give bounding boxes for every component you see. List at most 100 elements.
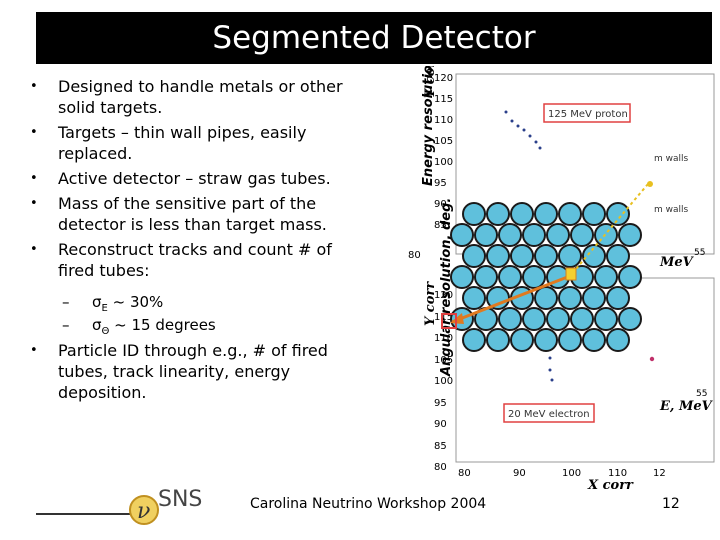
bullet-dot: • — [30, 171, 38, 186]
straw-tube — [558, 286, 582, 310]
top-right-value: 55 — [694, 248, 705, 258]
straw-tube — [570, 307, 594, 331]
start-marker — [647, 181, 653, 187]
straw-tube — [582, 328, 606, 352]
straw-tube — [594, 265, 618, 289]
x-axis-label: X corr — [587, 478, 634, 490]
straw-tube — [582, 286, 606, 310]
tick-label: 115 — [434, 312, 453, 323]
sub-bullet-text: σΘ ~ 15 degrees — [92, 315, 216, 342]
straw-tube — [510, 244, 534, 268]
angular-resolution-label: Angular resolution, deg. — [439, 198, 454, 377]
tick-label: 105 — [434, 136, 453, 147]
tick-label: 90 — [434, 199, 447, 210]
tick-label: 95 — [434, 178, 447, 189]
proton-label-box — [543, 103, 631, 123]
bullet-item: • Active detector – straw gas tubes. — [26, 168, 366, 189]
straw-tube — [450, 265, 474, 289]
bullet-dot: • — [30, 79, 38, 94]
bullet-item: • Particle ID through e.g., # of fired tu… — [26, 340, 366, 403]
straw-tube — [558, 328, 582, 352]
bullet-list: • Designed to handle metals or other soli… — [26, 76, 366, 285]
straw-tube — [498, 223, 522, 247]
tick-label: 80 — [434, 462, 447, 473]
energy-resolution-label: Energy resolution, % — [421, 66, 436, 186]
sub-bullet-dash: – — [62, 316, 70, 334]
walls-label: m walls — [654, 154, 689, 164]
walls-label: m walls — [654, 205, 689, 215]
subscript: Θ — [101, 326, 110, 337]
straw-tube — [486, 244, 510, 268]
sub-bullet-dash: – — [62, 293, 70, 311]
bullet-dot: • — [30, 242, 38, 257]
tick-label: 85 — [434, 441, 447, 452]
straw-tube — [558, 244, 582, 268]
straw-tube — [510, 328, 534, 352]
title-bar: Segmented Detector — [36, 12, 712, 64]
straw-tube — [498, 265, 522, 289]
straw-tube — [474, 265, 498, 289]
electron-label: 20 MeV electron — [508, 409, 590, 420]
tick-label: 120 — [434, 290, 453, 301]
tick-label: 100 — [562, 468, 581, 479]
straw-tube — [522, 223, 546, 247]
straw-tube — [606, 286, 630, 310]
photon-dashed-track — [569, 183, 649, 277]
straw-tube — [570, 223, 594, 247]
bottom-y-axis-label: Y corr — [423, 281, 438, 326]
straw-tube — [510, 202, 534, 226]
tick-label: 85 — [434, 220, 447, 231]
tick-label: 110 — [434, 115, 453, 126]
bullet-text: Reconstruct tracks and count # of fired … — [58, 240, 332, 280]
straw-tube — [534, 244, 558, 268]
straw-tube — [558, 202, 582, 226]
sub-bullet-energy: – σE ~ 30% — [62, 292, 352, 314]
endpoint-marker — [441, 313, 457, 329]
straw-tube — [606, 202, 630, 226]
straw-tube — [486, 328, 510, 352]
detector-figure: Energy resolution, % Y corr 120 115 110 … — [408, 66, 715, 490]
straw-tube — [618, 307, 642, 331]
tick-label: 80 — [458, 468, 471, 479]
sigma-symbol: σ — [92, 316, 102, 334]
logo-nu-glyph: ν — [137, 499, 150, 524]
straw-tube — [462, 328, 486, 352]
tick-label: 100 — [434, 157, 453, 168]
top-ticks: 120 115 110 105 100 95 90 85 — [434, 73, 453, 231]
straw-tube-array — [450, 202, 642, 352]
top-right-axis-label: MeV — [659, 255, 695, 270]
straw-tube — [462, 244, 486, 268]
tick-label: 90 — [513, 468, 526, 479]
vertex-marker — [565, 267, 577, 281]
straw-tube — [618, 265, 642, 289]
tick-label: 115 — [434, 94, 453, 105]
straw-tube — [606, 328, 630, 352]
marker-dot — [649, 356, 655, 362]
footer-text: Carolina Neutrino Workshop 2004 — [250, 496, 487, 512]
straw-tube — [606, 244, 630, 268]
logo-circle — [129, 495, 159, 525]
tick-label: 110 — [434, 333, 453, 344]
bullet-item: • Targets – thin wall pipes, easily repla… — [26, 122, 366, 164]
top-bottom-tick: 80 — [408, 250, 421, 261]
x-ticks: 80 90 100 110 12 — [458, 468, 666, 479]
straw-tube — [474, 223, 498, 247]
straw-tube — [450, 223, 474, 247]
straw-tube — [522, 307, 546, 331]
proton-label: 125 MeV proton — [548, 109, 628, 120]
straw-tube — [582, 202, 606, 226]
slide-title: Segmented Detector — [212, 20, 536, 56]
page-number: 12 — [662, 496, 680, 512]
sub-bullet-angle: – σΘ ~ 15 degrees — [62, 315, 352, 337]
bullet-text: Mass of the sensitive part of the detect… — [58, 194, 327, 234]
tick-label: 12 — [653, 468, 666, 479]
tick-label: 95 — [434, 398, 447, 409]
straw-tube — [534, 286, 558, 310]
tick-label: 120 — [434, 73, 453, 84]
straw-tube — [486, 202, 510, 226]
sub-bullet-value: ~ 30% — [107, 293, 164, 311]
bullet-dot: • — [30, 125, 38, 140]
straw-tube — [498, 307, 522, 331]
bullet-text: Particle ID through e.g., # of fired tub… — [58, 341, 328, 402]
tick-label: 110 — [608, 468, 627, 479]
